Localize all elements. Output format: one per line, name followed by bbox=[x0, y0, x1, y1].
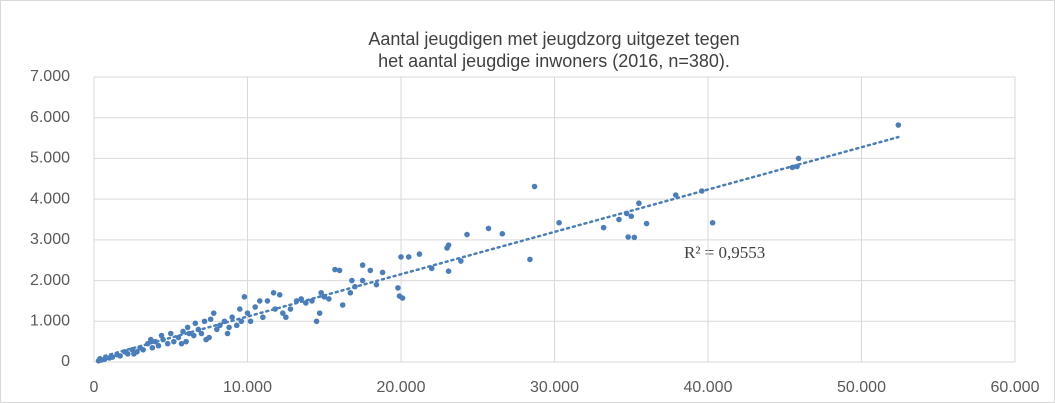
point bbox=[395, 285, 401, 291]
point bbox=[326, 296, 332, 302]
point bbox=[416, 251, 423, 257]
point bbox=[398, 254, 404, 260]
y-tick-label: 7.000 bbox=[30, 68, 70, 85]
point bbox=[183, 338, 189, 345]
point bbox=[203, 336, 209, 343]
point bbox=[895, 122, 902, 128]
r-squared-annotation: R² = 0,9553 bbox=[684, 243, 765, 262]
point bbox=[237, 306, 243, 312]
x-tick-label: 10.000 bbox=[223, 379, 272, 396]
point bbox=[709, 219, 716, 226]
point bbox=[405, 254, 412, 260]
point bbox=[229, 314, 235, 321]
point bbox=[643, 220, 650, 227]
point bbox=[244, 310, 251, 316]
point bbox=[158, 332, 165, 339]
point bbox=[359, 277, 366, 284]
point bbox=[600, 224, 607, 231]
point bbox=[167, 330, 174, 337]
point bbox=[280, 310, 286, 316]
x-tick-label: 20.000 bbox=[377, 379, 426, 396]
point bbox=[131, 351, 137, 357]
point bbox=[180, 328, 186, 335]
point bbox=[339, 302, 346, 308]
point bbox=[672, 192, 679, 198]
point bbox=[260, 314, 266, 321]
point bbox=[155, 342, 162, 349]
point bbox=[184, 324, 191, 331]
point bbox=[264, 298, 271, 304]
point bbox=[256, 298, 263, 304]
point bbox=[241, 294, 248, 300]
point bbox=[399, 295, 406, 301]
point bbox=[233, 322, 240, 329]
point bbox=[332, 266, 338, 273]
point bbox=[444, 245, 450, 251]
point bbox=[95, 357, 102, 364]
point bbox=[224, 330, 231, 337]
y-tick-label: 4.000 bbox=[30, 190, 70, 207]
y-tick-label: 0 bbox=[61, 353, 70, 370]
point bbox=[631, 234, 638, 241]
point bbox=[499, 230, 506, 237]
point bbox=[276, 292, 283, 298]
point bbox=[210, 310, 217, 316]
x-tick-label: 30.000 bbox=[530, 379, 579, 396]
point bbox=[287, 306, 294, 312]
y-tick-label: 1.000 bbox=[30, 313, 70, 330]
point bbox=[214, 326, 220, 333]
point bbox=[625, 234, 631, 240]
x-tick-label: 50.000 bbox=[837, 379, 886, 396]
point bbox=[795, 155, 802, 162]
x-tick-label: 60.000 bbox=[991, 379, 1040, 396]
point bbox=[171, 338, 177, 345]
point bbox=[313, 318, 320, 325]
point bbox=[190, 332, 197, 339]
point bbox=[149, 344, 156, 351]
point bbox=[628, 213, 635, 220]
point bbox=[207, 316, 214, 323]
point bbox=[347, 289, 354, 296]
point bbox=[252, 304, 258, 310]
trendline bbox=[97, 135, 900, 359]
point bbox=[556, 219, 562, 226]
y-tick-label: 3.000 bbox=[30, 231, 70, 248]
point bbox=[316, 310, 323, 316]
x-tick-label: 40.000 bbox=[684, 379, 733, 396]
x-tick-label: 0 bbox=[90, 379, 99, 396]
point bbox=[106, 355, 113, 361]
point bbox=[178, 340, 185, 347]
point bbox=[226, 324, 232, 331]
chart-title: Aantal jeugdigen met jeugdzorg uitgezet … bbox=[368, 29, 739, 49]
y-tick-label: 5.000 bbox=[30, 150, 70, 167]
point bbox=[247, 318, 254, 325]
point bbox=[531, 183, 538, 190]
point bbox=[164, 340, 171, 347]
point bbox=[367, 267, 374, 274]
point bbox=[379, 269, 386, 276]
point bbox=[445, 268, 452, 275]
point bbox=[636, 200, 642, 207]
y-tick-label: 2.000 bbox=[30, 272, 70, 289]
point bbox=[458, 258, 464, 264]
point bbox=[359, 262, 366, 268]
point bbox=[336, 267, 343, 274]
point bbox=[349, 277, 355, 284]
point bbox=[464, 231, 470, 238]
point bbox=[318, 289, 324, 296]
point bbox=[201, 318, 208, 325]
chart-title: het aantal jeugdige inwoners (2016, n=38… bbox=[378, 51, 730, 71]
point bbox=[270, 289, 277, 296]
point bbox=[616, 216, 622, 223]
point bbox=[303, 300, 309, 306]
point bbox=[373, 281, 380, 288]
point bbox=[283, 314, 289, 321]
point bbox=[527, 256, 533, 263]
point bbox=[147, 336, 154, 343]
point bbox=[192, 320, 199, 327]
point bbox=[485, 225, 492, 232]
point bbox=[198, 330, 205, 337]
y-tick-label: 6.000 bbox=[30, 109, 70, 126]
